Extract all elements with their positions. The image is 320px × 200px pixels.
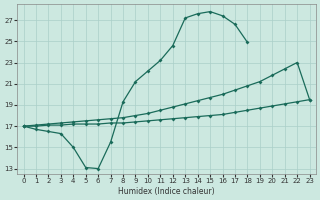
X-axis label: Humidex (Indice chaleur): Humidex (Indice chaleur): [118, 187, 215, 196]
